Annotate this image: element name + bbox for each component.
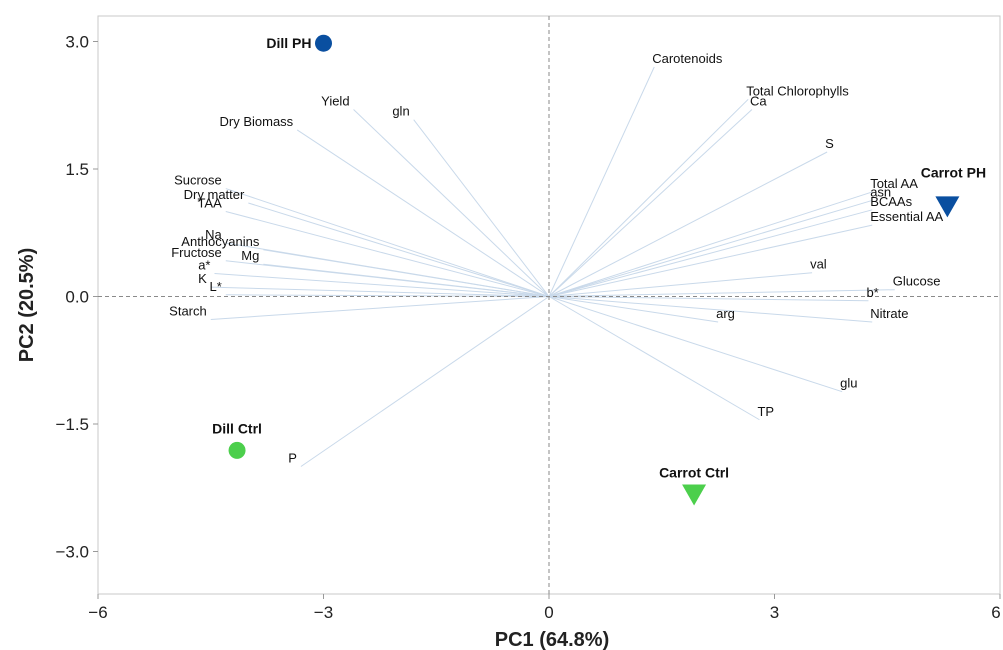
variable-label-tp: TP (757, 404, 774, 419)
group-markers: Dill PH Dill Ctrl Carrot PH Carrot Ctrl (212, 34, 986, 506)
variable-label-mg: Mg (241, 248, 259, 263)
loading-vector-arg (548, 296, 719, 323)
y-tick-label: −3.0 (55, 543, 89, 562)
variable-label-carotenoids: Carotenoids (652, 51, 723, 66)
loading-vector-starch (210, 296, 550, 320)
x-tick-label: 0 (544, 603, 553, 622)
variable-label-bcaas: BCAAs (870, 194, 912, 209)
group-label-dill-ctrl: Dill Ctrl (212, 420, 262, 436)
loading-vector-p (300, 296, 550, 467)
loading-vector-bcaas (548, 209, 873, 297)
loading-vector-asn (548, 199, 873, 297)
loading-vectors (210, 66, 895, 467)
variable-label-l: L* (209, 279, 221, 294)
loading-vector-glucose (548, 289, 895, 297)
x-tick-label: −6 (88, 603, 107, 622)
loading-vector-glu (548, 296, 843, 393)
variable-label-essential-aa: Essential AA (870, 209, 943, 224)
x-tick-label: 6 (991, 603, 1000, 622)
group-label-carrot-ctrl: Carrot Ctrl (659, 465, 729, 481)
variable-label-fructose: Fructose (171, 245, 222, 260)
variable-label-arg: arg (716, 306, 735, 321)
group-label-carrot-ph: Carrot PH (921, 164, 986, 180)
x-axis-title: PC1 (64.8%) (495, 629, 610, 650)
variable-label-glucose: Glucose (893, 274, 941, 289)
variable-label-b: b* (866, 285, 878, 300)
group-label-dill-ph: Dill PH (266, 35, 311, 51)
variable-label-s: S (825, 136, 834, 151)
loading-vector-l (225, 294, 550, 297)
loading-vector-na (225, 242, 550, 297)
group-marker-dill-ctrl (228, 441, 246, 459)
group-marker-carrot-ph (935, 196, 960, 218)
variable-label-p: P (288, 451, 297, 466)
x-tick-label: −3 (314, 603, 333, 622)
loading-vector-tp (548, 296, 760, 421)
loading-vector-yield (353, 109, 550, 297)
group-marker-dill-ph (315, 34, 332, 52)
loading-vector-total-chlorophylls (548, 98, 749, 297)
loading-vector-total-aa (548, 191, 873, 297)
variable-label-nitrate: Nitrate (870, 306, 908, 321)
variable-label-total-chlorophylls: Total Chlorophylls (746, 83, 849, 98)
y-axis-title: PC2 (20.5%) (16, 248, 38, 363)
loading-vector-essential-aa (548, 224, 873, 297)
loading-vector-taa (225, 211, 550, 297)
variable-label-asn: asn (870, 184, 891, 199)
y-tick-label: −1.5 (55, 415, 89, 434)
group-marker-carrot-ctrl (682, 484, 707, 506)
variable-label-gln: gln (392, 104, 409, 119)
variable-label-starch: Starch (169, 303, 207, 318)
variable-label-total-aa: Total AA (870, 176, 918, 191)
variable-label-anthocyanins: Anthocyanins (181, 234, 260, 249)
loading-vector-sucrose (225, 188, 550, 297)
variable-label-yield: Yield (321, 94, 349, 109)
variable-label-taa: TAA (197, 196, 222, 211)
loading-vector-dry-matter (248, 202, 550, 297)
variable-label-val: val (810, 257, 827, 272)
variable-label-na: Na (205, 227, 222, 242)
loading-vector-s (548, 151, 828, 297)
y-tick-label: 1.5 (65, 160, 89, 179)
y-tick-label: 3.0 (65, 33, 89, 52)
variable-label-a: a* (198, 258, 210, 273)
loading-vector-a (214, 273, 550, 297)
axis-ticks: −6 −3 0 3 6 3.0 1.5 0.0 −1.5 −3.0 (55, 33, 1000, 623)
loading-vector-nitrate (548, 296, 873, 323)
loading-vector-k (210, 286, 550, 297)
loading-vector-gln (413, 119, 550, 297)
loading-vector-b (548, 296, 869, 302)
loading-vector-dry-biomass (296, 129, 550, 297)
variable-label-sucrose: Sucrose (174, 173, 222, 188)
x-tick-label: 3 (770, 603, 779, 622)
loading-vector-ca (548, 109, 753, 297)
loading-vector-mg (263, 263, 550, 297)
loading-vector-val (548, 272, 813, 297)
variable-label-dry-biomass: Dry Biomass (220, 114, 294, 129)
variable-label-k: K (198, 271, 207, 286)
loading-vector-carotenoids (548, 66, 655, 297)
variable-label-glu: glu (840, 376, 857, 391)
variable-label-dry-matter: Dry matter (184, 187, 245, 202)
variable-label-ca: Ca (750, 94, 767, 109)
y-tick-label: 0.0 (65, 288, 89, 307)
